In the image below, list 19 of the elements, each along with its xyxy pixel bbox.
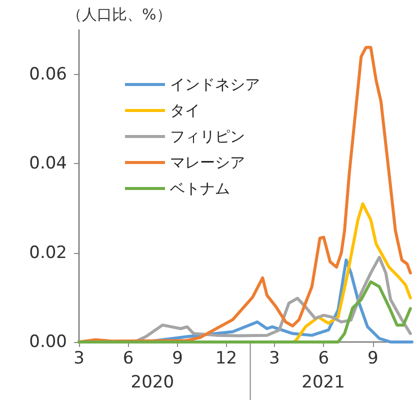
x-tick-label: 3 bbox=[268, 348, 280, 368]
x-tick-label: 12 bbox=[215, 348, 238, 368]
y-tick-label: 0.02 bbox=[29, 242, 67, 263]
x-tick-label: 9 bbox=[172, 348, 183, 368]
legend-label: マレーシア bbox=[170, 154, 245, 172]
legend-label: フィリピン bbox=[170, 128, 245, 146]
x-tick-label: 6 bbox=[122, 348, 134, 368]
legend-label: インドネシア bbox=[170, 76, 260, 94]
text: 2021 bbox=[302, 372, 345, 392]
y-axis-title: （人口比、%） bbox=[67, 6, 172, 24]
text: 2020 bbox=[130, 372, 174, 392]
legend-label: タイ bbox=[170, 102, 200, 120]
y-tick-label: 0.00 bbox=[29, 332, 67, 352]
x-tick-label: 3 bbox=[74, 348, 84, 368]
legend-label: ベトナム bbox=[170, 180, 230, 198]
y-tick-label: 0.06 bbox=[29, 64, 67, 85]
y-tick-label: 0.04 bbox=[29, 154, 67, 174]
x-tick-label: 6 bbox=[318, 348, 330, 368]
x-tick-label: 9 bbox=[368, 348, 378, 368]
